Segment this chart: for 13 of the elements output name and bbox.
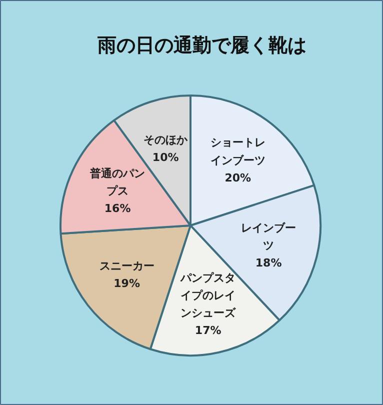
slice-label: そのほか [144, 134, 189, 147]
slice-label: スニーカー [99, 260, 154, 273]
slice-label: レインブーツ [241, 221, 296, 252]
data-label: 17% [194, 324, 222, 337]
data-label: 19% [114, 277, 140, 290]
data-label: 18% [255, 256, 282, 270]
chart-title: 雨の日の通勤で履く靴は [96, 34, 306, 56]
slice-label: 普通のパンプス [89, 167, 146, 198]
slice-label: パンプスタイプのレインシューズ [180, 271, 237, 320]
data-label: 10% [152, 151, 179, 164]
data-label: 16% [104, 202, 131, 216]
slice-label: ショートレインブーツ [210, 136, 266, 167]
data-label: 20% [224, 171, 252, 184]
